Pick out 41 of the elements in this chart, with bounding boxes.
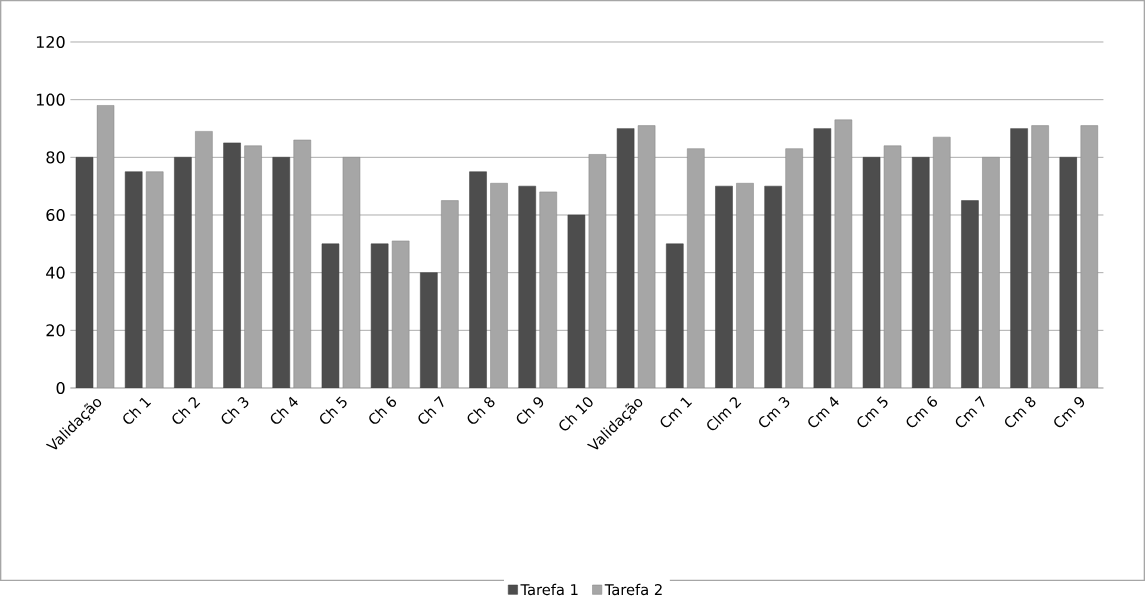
y-tick-label: 60 [46,208,65,221]
y-tick-label: 0 [56,381,65,394]
legend-label: Tarefa 2 [604,583,662,595]
bar [272,156,291,388]
bar [1059,156,1078,388]
bar [715,185,733,388]
x-tick-label: Ch 1 [123,397,152,424]
x-tick-label: Cm 4 [808,396,839,428]
y-tick-label: 40 [46,266,65,279]
bar [174,156,192,388]
x-tick-label: Cm 8 [1005,396,1036,428]
y-tick-label: 80 [46,151,65,164]
x-tick-label: Ch 5 [320,396,347,424]
x-tick-label: Ch 6 [369,396,397,424]
x-tick-label: Cm 1 [660,397,693,428]
x-tick-label: Ch 9 [516,397,544,424]
y-tick-label: 20 [46,324,65,337]
x-tick-label: Ch 3 [221,396,249,424]
x-tick-label: Ch 2 [172,397,201,424]
y-tick-label: 100 [36,93,65,106]
bar [1010,128,1028,388]
bar [420,272,438,388]
bar [764,185,782,388]
bar [911,156,930,388]
x-tick-label: Cm 5 [857,396,888,428]
x-tick-label: Ch 7 [418,395,444,424]
x-tick-label: Cm 9 [1054,396,1085,428]
x-tick-label: Cm 7 [955,395,985,428]
bar [469,171,487,388]
x-tick-label: Cm 3 [759,396,790,428]
x-tick-label: Clm 2 [707,397,742,431]
x-tick-label: Ch 4 [270,396,298,424]
bar [518,185,536,388]
y-tick-label: 120 [36,35,65,48]
bar [124,171,143,388]
bar [666,243,684,388]
bar [961,200,979,388]
x-tick-label: Cm 6 [906,395,938,428]
x-tick-label: Ch 8 [467,396,495,424]
legend-label: Tarefa 1 [520,583,578,595]
bar [223,142,241,388]
